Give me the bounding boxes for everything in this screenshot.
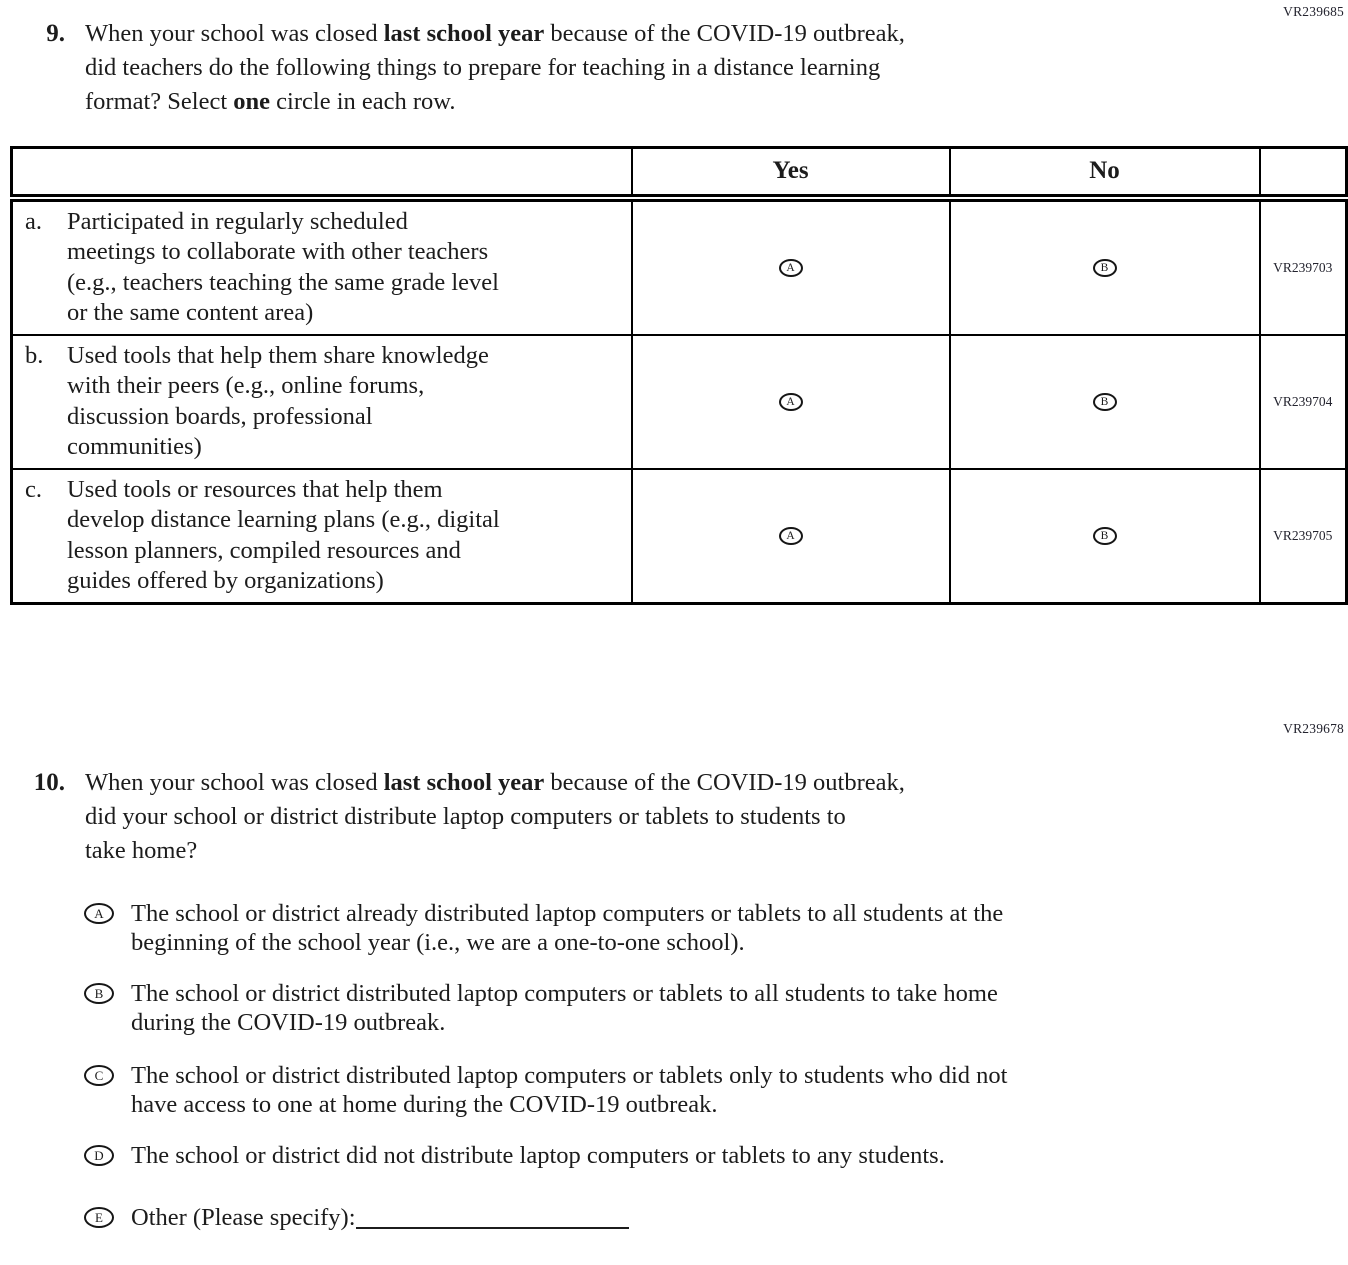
row-c-stem: c. Used tools or resources that help them…	[10, 467, 633, 604]
question-10-text: When your school was closed last school …	[85, 766, 905, 868]
table-row-a: a. Participated in regularly scheduled me…	[10, 196, 1348, 336]
table-header-no: No	[948, 146, 1261, 202]
section-code-q10: VR239678	[1283, 721, 1344, 736]
q10-options: A The school or district already distrib…	[0, 899, 1348, 1232]
row-c-no-bubble[interactable]: B	[1092, 527, 1117, 545]
other-specify-blank-line[interactable]	[355, 1227, 629, 1229]
row-b-no-bubble[interactable]: B	[1092, 393, 1117, 411]
row-b-code: VR239704	[1258, 333, 1348, 470]
row-c-code: VR239705	[1258, 467, 1348, 604]
option-a-bubble[interactable]: A	[84, 903, 114, 924]
row-letter: c.	[25, 475, 42, 503]
row-c-yes-bubble[interactable]: A	[778, 527, 803, 545]
option-b-label: The school or district distributed lapto…	[131, 980, 998, 1036]
option-d-bubble[interactable]: D	[84, 1145, 114, 1166]
q9-text-segment: When your school was closed	[85, 20, 384, 47]
option-a: A The school or district already distrib…	[0, 899, 1348, 957]
q9-response-grid: Yes No a. Participated in regularly sched…	[10, 146, 1348, 605]
row-text: Participated in regularly scheduled meet…	[67, 207, 499, 327]
question-9-number: 9.	[46, 20, 65, 47]
table-header-code	[1258, 146, 1348, 202]
option-b-bubble[interactable]: B	[84, 983, 114, 1004]
row-a-no-bubble[interactable]: B	[1092, 259, 1117, 277]
option-e-label: Other (Please specify):	[131, 1203, 629, 1232]
q10-text-segment: When your school was closed	[85, 769, 384, 796]
question-9-text: When your school was closed last school …	[85, 17, 905, 119]
row-c-no-cell: B	[948, 467, 1261, 604]
row-a-no-cell: B	[948, 196, 1261, 336]
row-text: Used tools or resources that help them d…	[67, 475, 500, 595]
section-code-q9: VR239685	[1283, 4, 1344, 19]
q10-text-bold: last school year	[383, 769, 545, 796]
table-header-row: Yes No	[10, 146, 1348, 202]
row-b-yes-bubble[interactable]: A	[778, 393, 803, 411]
table-row-b: b. Used tools that help them share knowle…	[10, 333, 1348, 470]
row-b-stem: b. Used tools that help them share knowle…	[10, 333, 633, 470]
row-text: Used tools that help them share knowledg…	[67, 341, 489, 461]
row-a-yes-cell: A	[630, 196, 951, 336]
question-9: 9. When your school was closed last scho…	[0, 17, 905, 119]
q9-text-bold: one	[233, 88, 271, 115]
table-header-stem	[10, 146, 633, 202]
option-e-text: Other (Please specify):	[131, 1204, 356, 1231]
row-b-no-cell: B	[948, 333, 1261, 470]
q9-text-segment: because of the COVID-19 outbreak, did te…	[85, 20, 905, 115]
row-a-stem: a. Participated in regularly scheduled me…	[10, 196, 633, 336]
row-letter: a.	[25, 207, 42, 235]
table-header-yes: Yes	[630, 146, 951, 202]
q9-text-segment: circle in each row.	[270, 88, 456, 115]
row-a-yes-bubble[interactable]: A	[778, 259, 803, 277]
option-d: D The school or district did not distrib…	[0, 1141, 1348, 1170]
row-c-yes-cell: A	[630, 467, 951, 604]
row-letter: b.	[25, 341, 44, 369]
q10-text-segment: because of the COVID-19 outbreak, did yo…	[85, 769, 905, 864]
option-a-label: The school or district already distribut…	[131, 900, 1004, 956]
option-d-label: The school or district did not distribut…	[131, 1142, 945, 1169]
question-10-number: 10.	[33, 769, 65, 796]
q9-text-bold: last school year	[383, 20, 545, 47]
option-c: C The school or district distributed lap…	[0, 1061, 1348, 1119]
table-row-c: c. Used tools or resources that help them…	[10, 467, 1348, 604]
option-e: E Other (Please specify):	[0, 1203, 1348, 1232]
question-10: 10. When your school was closed last sch…	[0, 766, 905, 868]
row-a-code: VR239703	[1258, 196, 1348, 336]
option-e-bubble[interactable]: E	[84, 1207, 114, 1228]
row-b-yes-cell: A	[630, 333, 951, 470]
option-c-label: The school or district distributed lapto…	[131, 1062, 1008, 1118]
option-c-bubble[interactable]: C	[84, 1065, 114, 1086]
option-b: B The school or district distributed lap…	[0, 979, 1348, 1037]
